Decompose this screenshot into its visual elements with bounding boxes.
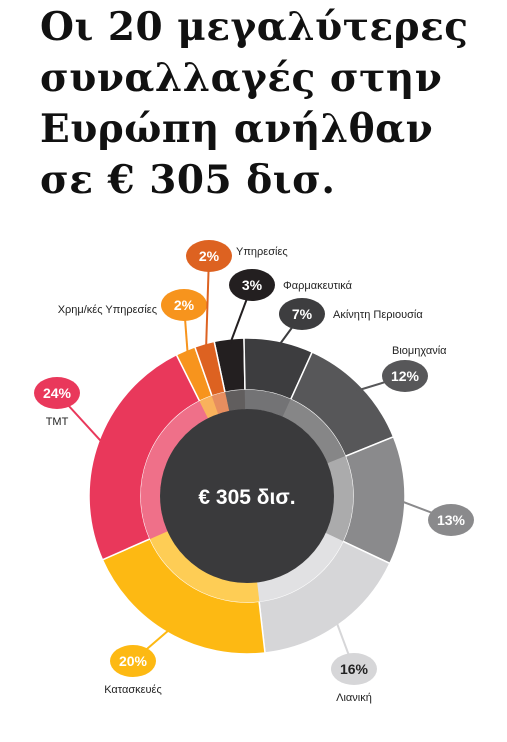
- category-label: Λιανική: [336, 692, 372, 704]
- center-label: € 305 δισ.: [198, 486, 295, 509]
- center-disc: [160, 409, 334, 583]
- value-label: 7%: [292, 306, 313, 322]
- category-label: Υπηρεσίες: [236, 246, 288, 258]
- callout-group: 3% Φαρμακευτικά 7% Ακίνητη Περιουσία 12% Βιομ…: [34, 240, 474, 704]
- value-label: 16%: [340, 661, 369, 677]
- category-label: Φαρμακευτικά: [283, 280, 353, 292]
- callout-bubble: [161, 289, 207, 321]
- value-label: 2%: [199, 248, 220, 264]
- category-label: TMT: [46, 416, 69, 428]
- slice-group: [88, 337, 406, 655]
- callout-bubble: [331, 653, 377, 685]
- value-label: 3%: [242, 277, 263, 293]
- callout-bubble: [34, 377, 80, 409]
- chart-title: Οι 20 μεγαλύτερες συναλλαγές στην Ευρώπη…: [40, 2, 500, 206]
- callout-bubble: [279, 298, 325, 330]
- value-label: 12%: [391, 368, 420, 384]
- value-label: 20%: [119, 653, 148, 669]
- category-label: Χρημ/κές Υπηρεσίες: [58, 304, 157, 316]
- value-label: 2%: [174, 297, 195, 313]
- category-label: Κατασκευές: [104, 684, 162, 696]
- category-label: Βιομηχανία: [392, 345, 447, 357]
- value-label: 13%: [437, 512, 466, 528]
- callout-bubble: [428, 504, 474, 536]
- inner-ring-group: [140, 389, 354, 603]
- category-label: Ακίνητη Περιουσία: [333, 309, 423, 321]
- callout-bubble: [186, 240, 232, 272]
- value-label: 24%: [43, 385, 72, 401]
- title-line: σε € 305 δισ.: [40, 157, 336, 203]
- title-line: Οι 20 μεγαλύτερες: [40, 4, 469, 50]
- callout-bubble: [110, 645, 156, 677]
- title-line: Ευρώπη ανήλθαν: [40, 106, 434, 152]
- title-line: συναλλαγές στην: [40, 55, 443, 101]
- callout-bubble: [229, 269, 275, 301]
- callout-bubble: [382, 360, 428, 392]
